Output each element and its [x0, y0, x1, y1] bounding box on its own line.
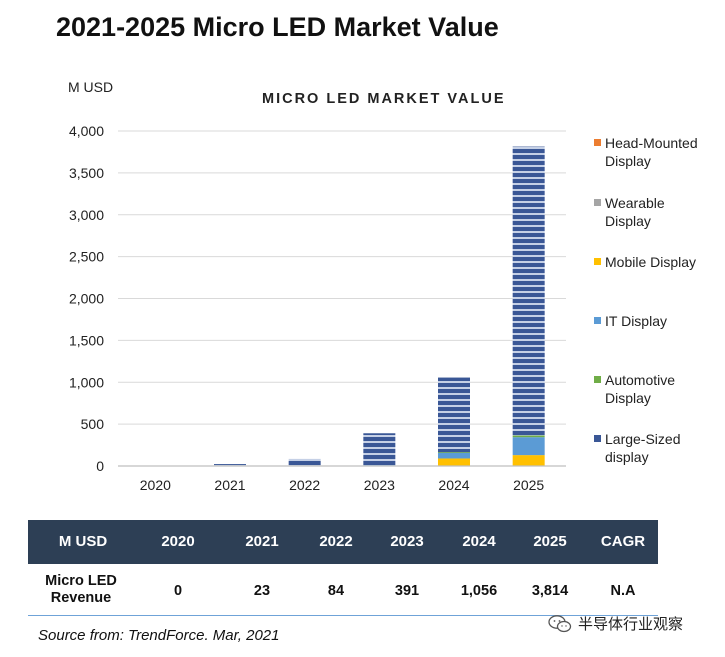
row-label-line: Revenue [50, 590, 112, 606]
y-tick-label: 1,000 [69, 374, 104, 390]
legend-label: display [605, 449, 649, 465]
legend-label: Large-Sized [605, 431, 681, 447]
bar-segment [214, 464, 246, 466]
table-cell: 391 [394, 583, 420, 599]
wechat-icon [548, 614, 572, 632]
legend-label: IT Display [605, 313, 667, 329]
table-header-cell: CAGR [600, 533, 646, 550]
source-note: Source from: TrendForce. Mar, 2021 [38, 627, 280, 644]
y-tick-label: 2,000 [69, 291, 104, 307]
y-tick-label: 3,000 [69, 207, 104, 223]
legend-swatch [594, 376, 601, 383]
row-label-line: Micro LED [45, 573, 117, 589]
bar-segment [363, 433, 396, 466]
legend-label: Head-Mounted [605, 135, 698, 151]
axes: 0 500 1,000 1,500 2,000 2,500 3,000 3,500 4,000 2… [69, 123, 566, 493]
table-header-cell: 2022 [319, 533, 353, 550]
legend-swatch [594, 317, 601, 324]
legend-label: Display [605, 153, 651, 169]
page-title: 2021-2025 Micro LED Market Value [56, 12, 499, 42]
y-axis-unit-label: M USD [68, 79, 114, 95]
gridlines [118, 130, 566, 425]
legend-label: Wearable [605, 195, 665, 211]
y-tick-label: 500 [81, 416, 105, 432]
bar-segment [512, 437, 545, 456]
y-tick-label: 3,500 [69, 165, 104, 181]
y-tick-label: 4,000 [69, 123, 104, 139]
wechat-watermark: 半导体行业观察 [548, 613, 683, 634]
legend-label: Mobile Display [605, 254, 696, 270]
table-cell: 1,056 [460, 583, 498, 599]
legend-label: Automotive [605, 372, 675, 388]
bar-segment [512, 435, 545, 438]
table-header-cell: 2025 [533, 533, 567, 550]
bar-segment [288, 458, 321, 466]
table-cell: N.A [610, 583, 636, 599]
x-tick-label: 2023 [364, 477, 395, 493]
legend-label: Display [605, 213, 651, 229]
bar-segment [438, 452, 470, 453]
table-header-cell: 2023 [390, 533, 424, 550]
table-header: M USD 2020 2021 2022 2023 2024 2025 CAGR [28, 520, 658, 564]
x-tick-label: 2021 [214, 477, 245, 493]
bar-segment [438, 452, 470, 459]
legend-swatch [594, 258, 601, 265]
bar-segment [512, 455, 545, 466]
table-header-cell: 2024 [462, 533, 496, 550]
legend: Head-Mounted Display Wearable Display Mobile… [594, 135, 698, 465]
bar-segment [438, 377, 470, 453]
y-tick-label: 0 [96, 458, 104, 474]
table-cell: 84 [327, 583, 345, 599]
table-row-label: Micro LED Revenue [36, 573, 126, 607]
y-tick-label: 1,500 [69, 332, 104, 348]
bars [214, 146, 545, 467]
x-tick-label: 2025 [513, 477, 544, 493]
table-cell: 3,814 [531, 583, 569, 599]
table-header-cell: 2020 [161, 533, 195, 550]
y-tick-label: 2,500 [69, 249, 104, 265]
legend-swatch [594, 199, 601, 206]
legend-swatch [594, 435, 601, 442]
x-tick-label: 2022 [289, 477, 320, 493]
legend-label: Display [605, 390, 651, 406]
table-bottom-rule [28, 615, 658, 616]
watermark-text: 半导体行业观察 [578, 616, 684, 633]
x-tick-label: 2020 [140, 477, 171, 493]
bar-segment [438, 458, 470, 466]
table-header-cell: 2021 [245, 533, 279, 550]
bar-segment [512, 146, 545, 436]
legend-swatch [594, 139, 601, 146]
x-tick-label: 2024 [438, 477, 469, 493]
table-cell: 0 [173, 583, 183, 599]
chart-title: MICRO LED MARKET VALUE [262, 91, 506, 107]
table-header-cell: M USD [58, 533, 108, 550]
table-cell: 23 [253, 583, 271, 599]
